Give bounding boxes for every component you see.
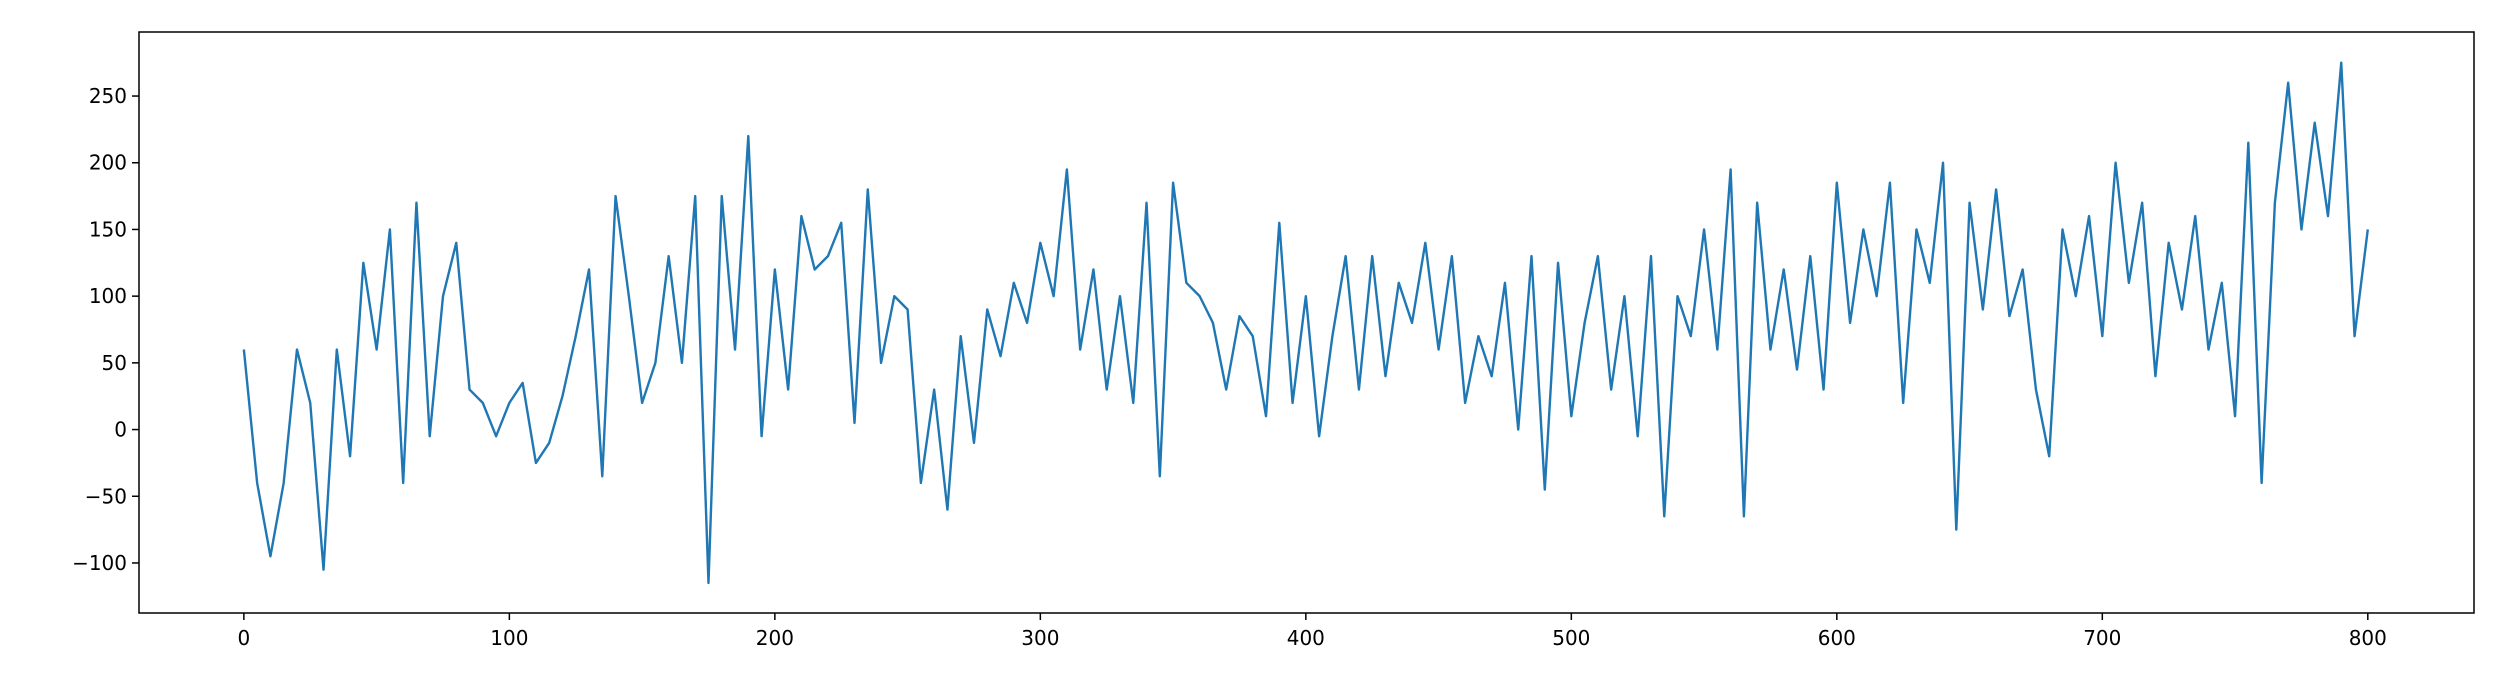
- y-tick-label: 150: [89, 217, 127, 241]
- y-tick-label: −50: [85, 484, 127, 508]
- y-tick-label: 100: [89, 284, 127, 308]
- y-tick-label: 50: [102, 351, 127, 375]
- x-tick-label: 500: [1552, 626, 1590, 650]
- x-tick-label: 700: [2083, 626, 2121, 650]
- y-tick-label: 250: [89, 84, 127, 108]
- x-tick-label: 400: [1287, 626, 1325, 650]
- plot-frame: [138, 31, 2475, 614]
- y-tick-label: 0: [114, 418, 127, 442]
- x-tick-label: 800: [2349, 626, 2387, 650]
- x-tick-label: 300: [1021, 626, 1059, 650]
- data-line: [242, 61, 2369, 585]
- x-tick-label: 200: [756, 626, 794, 650]
- y-tick-label: −100: [72, 551, 127, 575]
- x-tick-label: 600: [1818, 626, 1856, 650]
- x-tick-label: 100: [490, 626, 528, 650]
- x-tick-label: 0: [238, 626, 251, 650]
- y-tick-label: 200: [89, 151, 127, 175]
